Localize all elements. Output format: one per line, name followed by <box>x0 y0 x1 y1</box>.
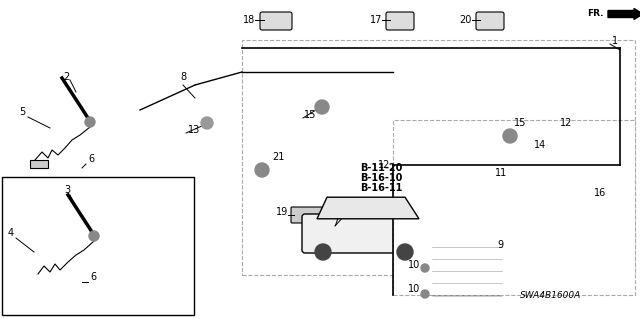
FancyBboxPatch shape <box>386 12 414 30</box>
Bar <box>30 160 48 168</box>
Text: 1: 1 <box>612 36 618 46</box>
Text: 15: 15 <box>514 118 526 128</box>
Circle shape <box>315 244 331 260</box>
Circle shape <box>315 100 329 114</box>
Bar <box>393 120 635 295</box>
Circle shape <box>503 129 517 143</box>
Text: 7: 7 <box>332 218 338 228</box>
Text: 10: 10 <box>408 284 420 294</box>
Text: 14: 14 <box>534 140 547 150</box>
Text: 5: 5 <box>19 107 25 117</box>
Circle shape <box>201 117 213 129</box>
Text: FR.: FR. <box>588 9 604 18</box>
Text: 2: 2 <box>64 72 70 82</box>
Text: 3: 3 <box>64 185 70 195</box>
Bar <box>432 229 502 295</box>
Circle shape <box>255 163 269 177</box>
Text: 21: 21 <box>272 152 284 162</box>
FancyBboxPatch shape <box>302 214 426 253</box>
Text: 6: 6 <box>90 272 96 282</box>
Text: B-16-10: B-16-10 <box>360 173 403 183</box>
Text: 12: 12 <box>560 118 572 128</box>
Text: 9: 9 <box>497 240 503 250</box>
Text: 19: 19 <box>276 207 288 217</box>
Text: 18: 18 <box>243 15 255 25</box>
FancyBboxPatch shape <box>476 12 504 30</box>
Text: 4: 4 <box>8 228 14 238</box>
Text: B-11-20: B-11-20 <box>360 163 403 173</box>
Bar <box>30 274 48 282</box>
Bar <box>242 40 635 275</box>
Text: 8: 8 <box>180 72 186 82</box>
Polygon shape <box>317 197 419 219</box>
FancyArrow shape <box>608 9 640 19</box>
Text: 11: 11 <box>495 168 508 178</box>
Text: 10: 10 <box>408 260 420 270</box>
Text: B-16-11: B-16-11 <box>360 183 403 193</box>
Circle shape <box>85 117 95 127</box>
Text: 12: 12 <box>378 160 390 170</box>
Text: 17: 17 <box>370 15 382 25</box>
Circle shape <box>397 244 413 260</box>
Text: 16: 16 <box>594 188 606 198</box>
Text: 6: 6 <box>88 154 94 164</box>
FancyBboxPatch shape <box>291 207 323 223</box>
FancyBboxPatch shape <box>260 12 292 30</box>
Circle shape <box>421 290 429 298</box>
Text: 20: 20 <box>460 15 472 25</box>
Text: SWA4B1600A: SWA4B1600A <box>520 291 581 300</box>
Circle shape <box>421 264 429 272</box>
Text: 15: 15 <box>304 110 316 120</box>
Text: 13: 13 <box>188 125 200 135</box>
Circle shape <box>89 231 99 241</box>
Bar <box>2 177 194 315</box>
